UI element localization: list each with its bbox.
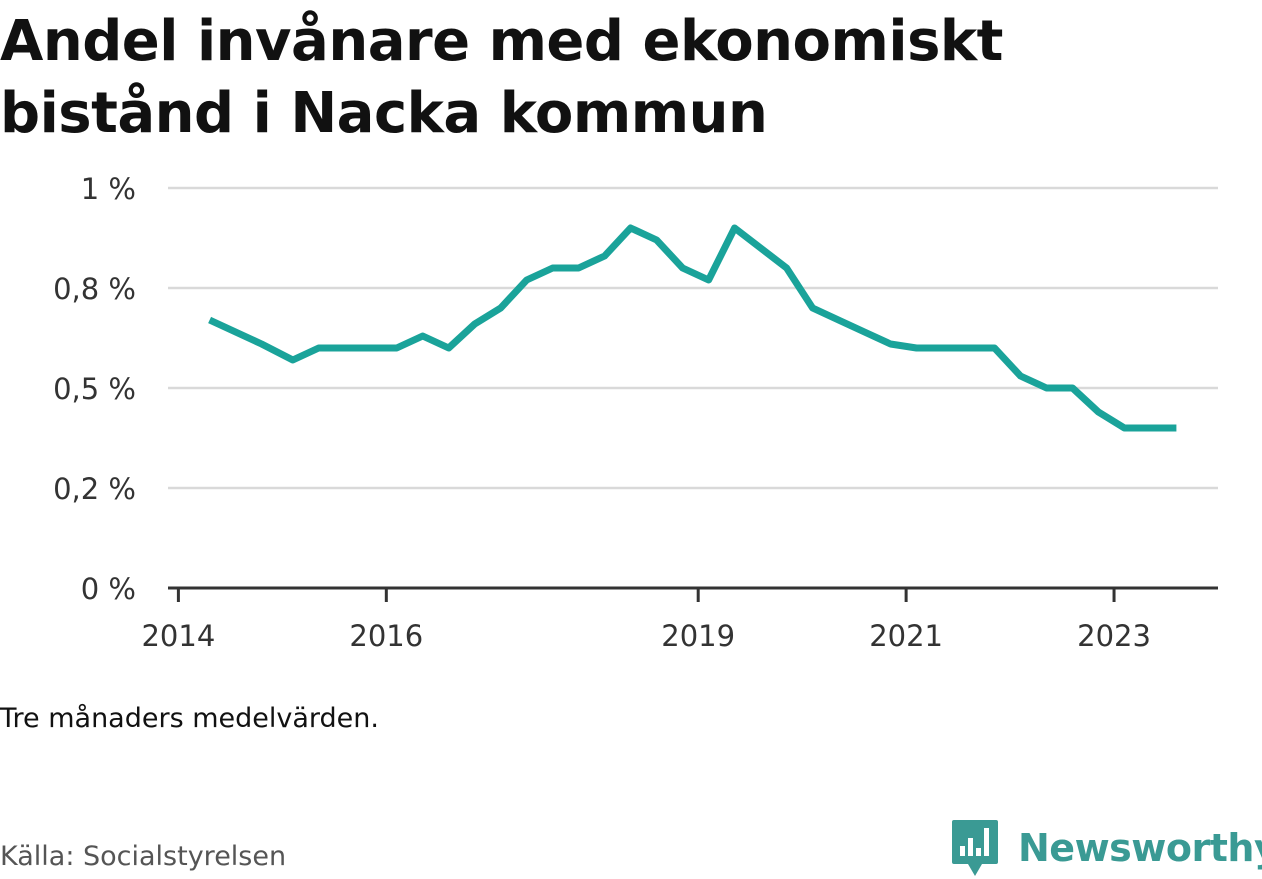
data-point <box>809 305 816 312</box>
data-point <box>445 345 452 352</box>
data-point <box>731 225 738 232</box>
data-point <box>206 317 213 324</box>
data-point <box>289 357 296 364</box>
data-point <box>705 277 712 284</box>
data-point <box>497 305 504 312</box>
y-axis-labels: 0 % 0,2 % 0,5 % 0,8 % 1 % <box>53 172 136 606</box>
data-point <box>1095 409 1102 416</box>
data-point <box>315 345 322 352</box>
data-point <box>258 341 265 348</box>
data-point <box>991 345 998 352</box>
data-point <box>783 265 790 272</box>
data-point <box>627 225 634 232</box>
x-tick-label: 2019 <box>661 619 735 653</box>
data-point <box>523 277 530 284</box>
data-point <box>965 345 972 352</box>
data-point <box>1043 385 1050 392</box>
chart-title: Andel invånare med ekonomiskt bistånd i … <box>0 9 1003 146</box>
data-point <box>1069 385 1076 392</box>
data-point <box>913 345 920 352</box>
data-point <box>341 345 348 352</box>
gridlines <box>168 186 1218 490</box>
data-point <box>419 333 426 340</box>
data-point <box>887 341 894 348</box>
series-line <box>208 224 1177 432</box>
newsworthy-logo-icon <box>952 820 998 876</box>
line-chart: 0 %0,2 %0,5 %0,8 %1 % 2014 2016 2019 2021 20… <box>53 172 1218 653</box>
y-tick-label: 0,8 % <box>53 272 136 306</box>
source-label: Källa: Socialstyrelsen <box>0 841 287 872</box>
data-point <box>1121 425 1128 432</box>
data-point <box>1173 425 1180 432</box>
y-tick-label: 1 % <box>81 172 136 206</box>
y-tick-label: 0,5 % <box>53 372 136 406</box>
chart-note: Tre månaders medelvärden. <box>0 703 379 734</box>
data-point <box>757 245 764 252</box>
x-tick-label: 2021 <box>869 619 943 653</box>
x-tick-label: 2016 <box>349 619 423 653</box>
data-point <box>679 265 686 272</box>
x-tick-label: 2023 <box>1077 619 1151 653</box>
data-point <box>393 345 400 352</box>
x-axis: 2014 2016 2019 2021 2023 <box>141 586 1218 653</box>
data-point <box>1147 425 1154 432</box>
data-point <box>232 329 239 336</box>
data-point <box>471 321 478 328</box>
data-point <box>601 253 608 260</box>
brand-logo: Newsworthy <box>950 818 1262 878</box>
data-point <box>835 317 842 324</box>
data-point <box>939 345 946 352</box>
data-point <box>549 265 556 272</box>
brand-name: Newsworthy <box>1018 826 1262 870</box>
series-layer <box>206 224 1180 432</box>
data-point <box>367 345 374 352</box>
y-tick-label: 0 % <box>81 572 136 606</box>
y-tick-label: 0,2 % <box>53 472 136 506</box>
x-tick-label: 2014 <box>141 619 215 653</box>
data-point <box>653 237 660 244</box>
data-point <box>861 329 868 336</box>
data-point <box>1017 373 1024 380</box>
data-point <box>575 265 582 272</box>
